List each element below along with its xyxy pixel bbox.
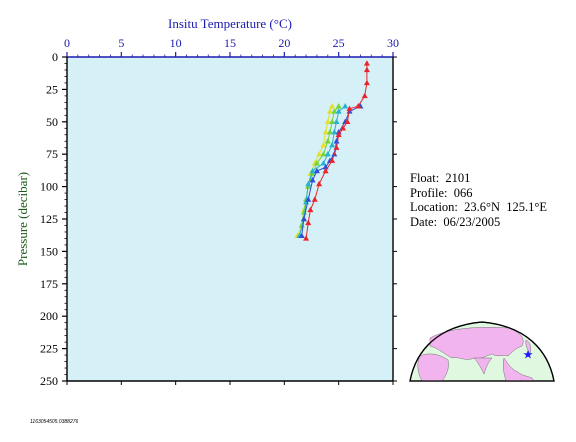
data-point <box>309 176 316 183</box>
data-point <box>333 118 340 124</box>
data-point <box>329 141 336 148</box>
x-tick-label: 10 <box>170 36 182 50</box>
y-tick-label: 200 <box>40 309 58 323</box>
footer-id: 1163054505.0388276 <box>30 419 79 425</box>
data-point <box>316 151 323 157</box>
data-point <box>313 167 320 174</box>
data-point <box>335 103 342 109</box>
data-point <box>346 105 353 112</box>
series-group <box>294 60 370 241</box>
date: Date: 06/23/2005 <box>410 214 501 229</box>
data-point <box>324 118 331 124</box>
map-land-africa <box>417 353 449 382</box>
y-tick-label: 50 <box>46 115 58 129</box>
data-point <box>322 167 329 174</box>
data-point <box>298 232 305 239</box>
data-point <box>309 167 316 174</box>
data-point <box>340 125 347 131</box>
data-point <box>303 235 310 241</box>
x-tick-label: 0 <box>64 36 70 50</box>
location-map <box>409 321 555 382</box>
y-tick-label: 0 <box>52 50 58 64</box>
float-info: Float: 2101 Profile: 066 Location: 23.6°… <box>410 171 547 229</box>
data-point <box>326 128 333 135</box>
data-point <box>311 196 318 202</box>
float-id: Float: 2101 <box>410 171 471 185</box>
series <box>303 60 370 241</box>
x-tick-label: 5 <box>118 36 124 50</box>
data-point <box>326 108 333 114</box>
data-point <box>329 157 336 163</box>
y-tick-label: 250 <box>40 374 58 388</box>
data-point <box>305 180 312 187</box>
x-tick-label: 25 <box>333 36 345 50</box>
data-point <box>335 131 342 137</box>
data-point <box>322 128 329 135</box>
location: Location: 23.6°N 125.1°E <box>410 200 548 214</box>
data-point <box>363 66 370 73</box>
data-point <box>320 160 327 166</box>
y-tick-label: 100 <box>40 180 58 194</box>
y-tick-label: 150 <box>40 244 58 258</box>
data-point <box>320 151 327 157</box>
data-point <box>363 79 370 86</box>
axis-ticks: 0 5 10 15 20 25 30 0 25 50 75 100 125 150 175 200 225 250 <box>40 36 399 388</box>
data-point <box>300 215 307 222</box>
data-point <box>307 206 314 213</box>
y-tick-label: 225 <box>40 342 58 356</box>
data-point <box>305 219 312 226</box>
x-axis-title: Insitu Temperature (°C) <box>168 16 292 31</box>
data-point <box>344 118 351 124</box>
y-tick-label: 25 <box>46 82 58 96</box>
data-point <box>316 180 323 187</box>
float-location-marker <box>523 350 533 359</box>
profile-number: Profile: 066 <box>410 185 473 200</box>
x-tick-label: 15 <box>224 36 236 50</box>
x-tick-label: 30 <box>387 36 399 50</box>
data-point <box>361 92 368 99</box>
data-point <box>305 196 312 202</box>
y-axis-title: Pressure (decibar) <box>15 172 30 266</box>
x-tick-label: 20 <box>278 36 290 50</box>
y-tick-label: 75 <box>46 147 58 161</box>
data-point <box>320 141 327 148</box>
y-tick-label: 125 <box>40 212 58 226</box>
data-point <box>324 151 331 157</box>
data-point <box>329 103 336 109</box>
data-point <box>335 108 342 114</box>
data-point <box>324 138 331 144</box>
data-point <box>329 118 336 124</box>
data-point <box>331 108 338 114</box>
data-point <box>355 103 362 109</box>
data-point <box>331 128 338 135</box>
data-point <box>313 160 320 166</box>
data-point <box>363 60 370 66</box>
y-tick-label: 175 <box>40 277 58 291</box>
map-land-india <box>473 357 493 375</box>
data-point <box>333 138 340 144</box>
data-point <box>342 103 349 109</box>
map-land-southeast-asia <box>502 357 535 382</box>
data-point <box>333 144 340 150</box>
